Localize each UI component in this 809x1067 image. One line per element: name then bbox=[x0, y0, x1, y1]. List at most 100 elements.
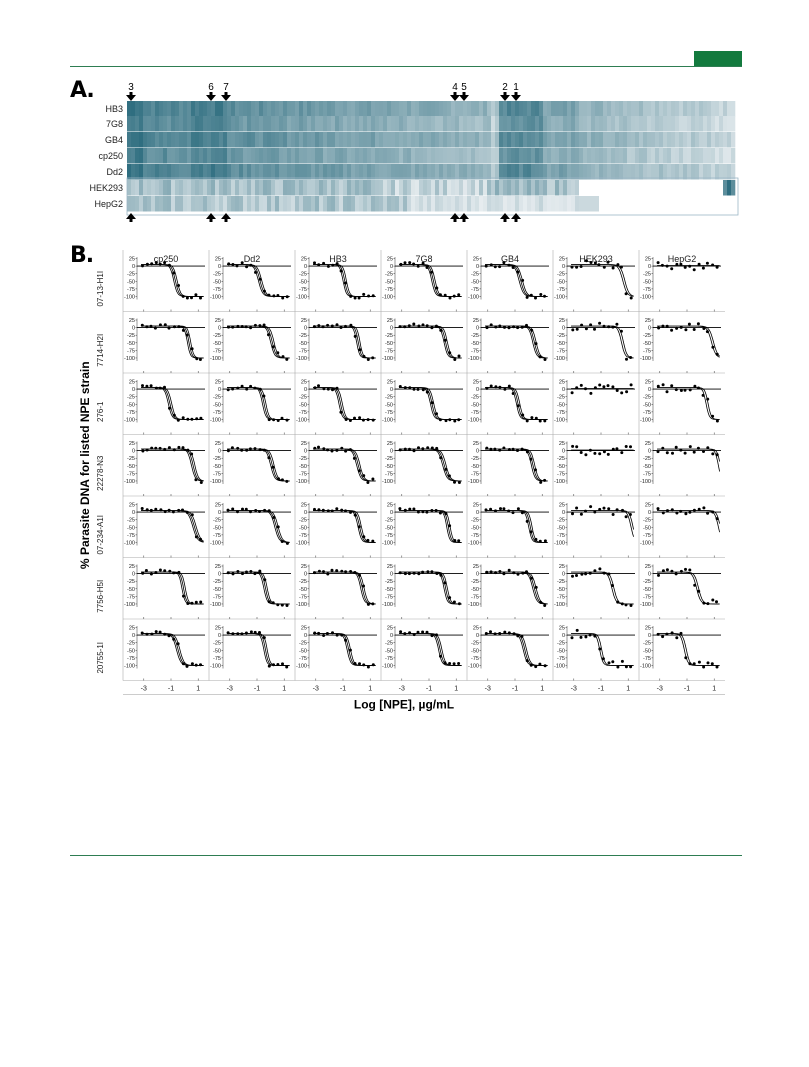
data-point bbox=[398, 325, 402, 329]
heatmap-cell bbox=[563, 148, 568, 164]
data-point bbox=[579, 265, 583, 268]
heatmap-cell bbox=[559, 164, 564, 180]
heatmap-cell bbox=[583, 180, 588, 196]
heatmap-cell bbox=[175, 101, 180, 117]
data-point bbox=[321, 508, 325, 512]
heatmap-cell bbox=[263, 164, 268, 180]
y-tick-label: -100 bbox=[640, 479, 651, 485]
dose-response-plot: 250-25-50-75-100 bbox=[208, 373, 295, 435]
heatmap-cell bbox=[507, 132, 512, 148]
data-point bbox=[715, 517, 719, 521]
heatmap-cell bbox=[243, 101, 248, 117]
y-tick-label: -75 bbox=[557, 410, 565, 416]
heatmap-cell bbox=[655, 132, 660, 148]
heatmap-cell bbox=[247, 180, 252, 196]
heatmap-cell bbox=[475, 101, 480, 117]
heatmap-cell bbox=[675, 116, 680, 132]
y-tick-label: -100 bbox=[554, 540, 565, 546]
data-point bbox=[434, 324, 438, 328]
heatmap-cell bbox=[227, 132, 232, 148]
heatmap-cell bbox=[527, 116, 532, 132]
heatmap-cell bbox=[307, 196, 312, 212]
heatmap-cell bbox=[683, 196, 688, 212]
heatmap-cell bbox=[571, 148, 576, 164]
data-point bbox=[498, 385, 502, 389]
data-point bbox=[416, 630, 420, 634]
data-point bbox=[452, 600, 456, 604]
heatmap-cell bbox=[691, 132, 696, 148]
data-point bbox=[344, 638, 348, 642]
fit-curve bbox=[141, 571, 204, 605]
data-point bbox=[447, 474, 451, 478]
data-point bbox=[499, 507, 502, 511]
heatmap-cell bbox=[559, 148, 564, 164]
heatmap-cell bbox=[355, 180, 360, 196]
heatmap-cell bbox=[359, 196, 364, 212]
y-tick-label: 0 bbox=[390, 572, 393, 578]
data-point bbox=[512, 632, 516, 636]
y-tick-label: -100 bbox=[640, 663, 651, 669]
fit-curve bbox=[227, 633, 290, 666]
y-tick-label: -50 bbox=[471, 648, 479, 654]
data-point bbox=[231, 387, 235, 391]
data-point bbox=[158, 323, 162, 327]
heatmap-cell bbox=[495, 116, 500, 132]
data-point bbox=[412, 449, 416, 453]
heatmap-cell bbox=[199, 164, 204, 180]
heatmap-cell bbox=[471, 148, 476, 164]
heatmap-cell bbox=[687, 180, 692, 196]
heatmap-cell bbox=[595, 132, 600, 148]
heatmap-cell bbox=[643, 116, 648, 132]
heatmap-cell bbox=[595, 116, 600, 132]
heatmap-cell bbox=[523, 116, 528, 132]
heatmap-cell bbox=[423, 132, 428, 148]
heatmap-cell bbox=[723, 148, 728, 164]
heatmap-cell bbox=[535, 196, 540, 212]
data-point bbox=[198, 358, 202, 361]
data-point bbox=[457, 662, 461, 665]
data-point bbox=[154, 630, 158, 634]
data-point bbox=[435, 286, 439, 290]
x-tick-label: -3 bbox=[313, 686, 319, 693]
heatmap-cell bbox=[539, 148, 544, 164]
heatmap-cell bbox=[611, 196, 616, 212]
heatmap-cell bbox=[611, 180, 616, 196]
data-point bbox=[534, 585, 538, 589]
heatmap-cell bbox=[387, 132, 392, 148]
data-point bbox=[362, 354, 366, 358]
heatmap-cell bbox=[247, 116, 252, 132]
heatmap-cell bbox=[723, 116, 728, 132]
heatmap-cell bbox=[699, 164, 704, 180]
heatmap-cell bbox=[311, 196, 316, 212]
heatmap-cell bbox=[211, 101, 216, 117]
y-tick-label: -75 bbox=[213, 594, 221, 600]
heatmap-cell bbox=[727, 148, 732, 164]
y-tick-label: -25 bbox=[643, 333, 651, 339]
heatmap-cell bbox=[587, 164, 592, 180]
heatmap-cell bbox=[467, 164, 472, 180]
data-point bbox=[168, 406, 171, 410]
heatmap-cell bbox=[267, 164, 272, 180]
y-tick-label: 25 bbox=[645, 441, 651, 447]
data-point bbox=[344, 509, 347, 513]
heatmap-cell bbox=[407, 116, 412, 132]
data-point bbox=[371, 356, 375, 360]
data-point bbox=[575, 327, 579, 331]
heatmap-cell bbox=[459, 116, 464, 132]
data-point bbox=[267, 418, 271, 422]
fit-curve bbox=[313, 571, 376, 605]
heatmap-cell bbox=[159, 132, 164, 148]
heatmap-cell bbox=[647, 196, 652, 212]
heatmap-cell bbox=[191, 180, 196, 196]
y-tick-label: -100 bbox=[554, 602, 565, 608]
heatmap-cell bbox=[171, 148, 176, 164]
data-point bbox=[362, 535, 366, 539]
data-point bbox=[448, 596, 452, 600]
data-point bbox=[262, 323, 266, 327]
data-point bbox=[607, 325, 611, 329]
fit-curve bbox=[227, 325, 290, 359]
heatmap-cell bbox=[227, 164, 232, 180]
heatmap-cell bbox=[299, 180, 304, 196]
heatmap-cell bbox=[467, 180, 472, 196]
heatmap-cell bbox=[595, 196, 600, 212]
